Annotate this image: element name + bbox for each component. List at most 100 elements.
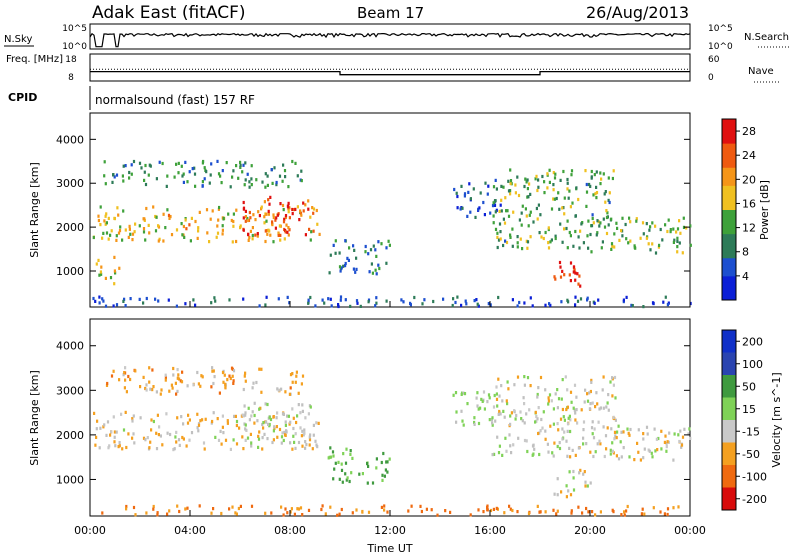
power-cell [97, 218, 100, 223]
velocity-cell [535, 414, 538, 419]
power-cell [247, 238, 250, 242]
power-cell [524, 177, 527, 181]
power-cell [269, 233, 272, 237]
velocity-cell [235, 423, 238, 428]
power-cell [282, 220, 286, 224]
velocity-cell [317, 421, 320, 425]
power-cell [264, 185, 267, 189]
velocity-cell [144, 386, 147, 391]
velocity-cell [257, 445, 260, 449]
power-cell [589, 184, 592, 188]
power-cell [521, 247, 524, 251]
power-cell [239, 160, 242, 164]
power-cell [569, 234, 572, 238]
velocity-cell [145, 511, 148, 515]
power-cell [162, 212, 165, 216]
velocity-cell [340, 462, 343, 466]
velocity-cell [150, 428, 153, 432]
velocity-cell [654, 449, 657, 453]
velocity-cell [168, 509, 171, 513]
velocity-colorbar-tick: 100 [742, 358, 763, 371]
velocity-cell [264, 511, 267, 515]
power-cell [138, 224, 141, 228]
velocity-cell [525, 412, 528, 416]
velocity-cell [510, 411, 513, 415]
velocity-cell [566, 388, 569, 392]
power-cell [307, 301, 310, 305]
power-cell [170, 233, 174, 237]
power-cell [115, 303, 119, 307]
velocity-cell [483, 407, 486, 411]
power-cell [113, 175, 116, 179]
velocity-cell [267, 422, 270, 426]
power-cell [464, 299, 467, 303]
power-cell [604, 190, 607, 194]
velocity-cell [648, 449, 651, 453]
power-cell [355, 256, 358, 260]
velocity-cell [540, 417, 543, 422]
power-cell [340, 266, 343, 270]
velocity-cell [588, 391, 591, 395]
velocity-cell [248, 418, 251, 422]
velocity-cell [106, 381, 109, 386]
velocity-ytick-label: 3000 [56, 384, 84, 397]
velocity-cell [291, 372, 294, 376]
velocity-cell [212, 369, 215, 373]
power-cell [121, 174, 124, 178]
velocity-cell [536, 392, 539, 397]
power-cell [574, 295, 577, 299]
power-cell [504, 239, 507, 243]
velocity-cell [255, 380, 258, 385]
power-cell [550, 238, 553, 242]
velocity-cell [261, 447, 264, 451]
power-cell [456, 295, 459, 299]
power-cell [173, 175, 176, 179]
power-cell [628, 216, 631, 220]
velocity-cell [629, 427, 632, 432]
velocity-cell [281, 431, 284, 435]
velocity-cell [284, 390, 287, 394]
velocity-cell [567, 416, 570, 420]
velocity-cell [281, 412, 285, 416]
power-cell [453, 187, 456, 192]
power-cell [304, 203, 307, 207]
velocity-cell [512, 443, 515, 447]
velocity-cell [272, 438, 275, 442]
velocity-ylabel: Slant Range [km] [28, 370, 41, 466]
power-cell [114, 271, 117, 275]
velocity-cell [118, 444, 121, 448]
velocity-cell [125, 507, 128, 511]
power-cell [279, 233, 282, 237]
power-cell [592, 221, 595, 225]
velocity-cell [642, 437, 645, 441]
velocity-cell [689, 436, 692, 440]
power-cell [185, 227, 188, 231]
power-cell [314, 304, 317, 308]
power-cell [542, 236, 545, 241]
power-cell [535, 206, 538, 211]
velocity-cell [597, 420, 600, 424]
power-cell [194, 303, 197, 307]
power-cell [252, 213, 255, 217]
velocity-cell [224, 438, 228, 442]
power-cell [622, 298, 625, 302]
power-cell [387, 239, 390, 243]
power-cell [205, 208, 209, 212]
power-cell [505, 240, 509, 245]
power-cell [516, 245, 519, 249]
power-cell [442, 297, 445, 301]
velocity-cell [200, 374, 203, 378]
power-cell [649, 248, 652, 252]
velocity-cell [276, 435, 279, 439]
velocity-cell [297, 507, 300, 511]
power-cell [338, 251, 341, 255]
velocity-cell [122, 428, 126, 432]
power-cell [385, 299, 388, 303]
power-cell [104, 276, 107, 280]
velocity-cell [152, 507, 155, 511]
power-cell [661, 238, 664, 242]
power-cell [558, 207, 561, 211]
velocity-cell [592, 436, 596, 440]
power-cell [142, 230, 146, 234]
velocity-cell [430, 508, 433, 512]
